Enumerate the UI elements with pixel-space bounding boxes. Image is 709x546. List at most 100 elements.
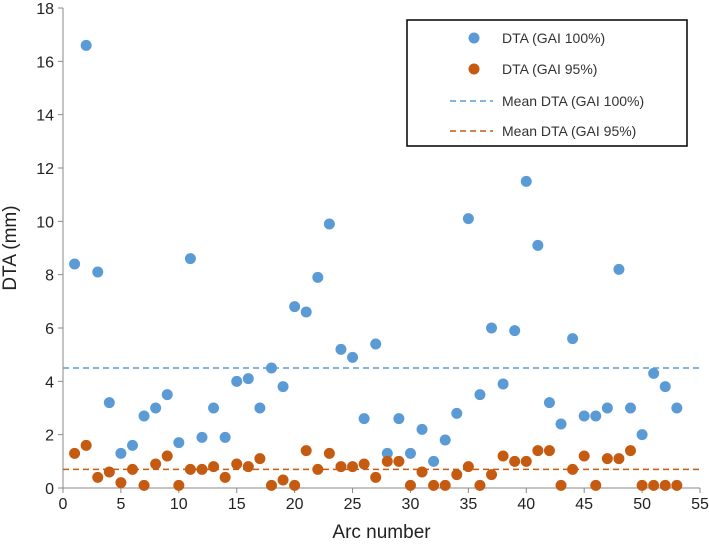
data-point-series-1: [439, 479, 451, 491]
data-point-series-0: [520, 175, 532, 187]
data-point-series-0: [358, 413, 370, 425]
data-point-series-0: [659, 381, 671, 393]
data-point-series-0: [208, 402, 220, 414]
data-point-series-0: [150, 402, 162, 414]
data-point-series-0: [543, 397, 555, 409]
y-tick-label: 4: [45, 374, 54, 391]
data-point-series-0: [462, 213, 474, 225]
data-point-series-0: [370, 338, 382, 350]
data-point-series-0: [404, 447, 416, 459]
data-point-series-1: [242, 461, 254, 473]
y-tick-label: 2: [45, 428, 54, 445]
y-tick-label: 14: [36, 108, 54, 125]
x-axis-title: Arc number: [332, 522, 431, 543]
data-point-series-0: [231, 375, 243, 387]
legend-box: [406, 19, 688, 147]
legend: DTA (GAI 100%) DTA (GAI 95%) Mean DTA (G…: [406, 19, 688, 147]
data-point-series-0: [509, 325, 521, 337]
data-point-series-0: [323, 218, 335, 230]
y-tick-label: 0: [45, 481, 54, 498]
data-point-series-0: [138, 410, 150, 422]
data-point-series-0: [474, 389, 486, 401]
y-tick-label: 12: [36, 161, 54, 178]
data-point-series-1: [659, 479, 671, 491]
data-point-series-1: [578, 450, 590, 462]
data-point-series-1: [289, 479, 301, 491]
x-tick-label: 25: [344, 496, 362, 513]
data-point-series-0: [161, 389, 173, 401]
data-point-series-1: [613, 453, 625, 465]
x-tick-label: 50: [633, 496, 651, 513]
data-point-series-1: [69, 447, 81, 459]
data-point-series-0: [335, 343, 347, 355]
data-point-series-1: [103, 466, 115, 478]
data-point-series-0: [173, 437, 185, 449]
data-point-series-1: [265, 479, 277, 491]
data-point-series-1: [184, 463, 196, 475]
data-point-series-1: [393, 455, 405, 467]
data-point-series-0: [451, 407, 463, 419]
data-point-series-0: [92, 266, 104, 278]
data-point-series-1: [543, 445, 555, 457]
data-point-series-0: [636, 429, 648, 441]
data-point-series-0: [300, 306, 312, 318]
y-axis-ticks: 0 2 4 6 8 10 12 14 16 18: [36, 1, 63, 498]
x-tick-label: 20: [286, 496, 304, 513]
data-point-series-1: [347, 461, 359, 473]
y-tick-label: 18: [36, 1, 54, 18]
data-point-series-0: [103, 397, 115, 409]
data-point-series-1: [625, 445, 637, 457]
data-point-series-1: [254, 453, 266, 465]
data-point-series-0: [671, 402, 683, 414]
data-point-series-1: [497, 450, 509, 462]
data-point-series-1: [208, 461, 220, 473]
data-point-series-0: [613, 263, 625, 275]
data-point-series-1: [80, 439, 92, 451]
data-point-series-0: [265, 362, 277, 374]
y-tick-label: 8: [45, 268, 54, 285]
legend-marker-gai100: [468, 32, 480, 44]
data-point-series-1: [300, 445, 312, 457]
data-point-series-1: [474, 479, 486, 491]
data-point-series-0: [393, 413, 405, 425]
x-tick-label: 0: [59, 496, 68, 513]
data-point-series-1: [219, 471, 231, 483]
data-point-series-0: [277, 381, 289, 393]
data-point-series-1: [370, 471, 382, 483]
data-point-series-0: [428, 455, 440, 467]
data-point-series-1: [231, 458, 243, 470]
data-point-series-1: [601, 453, 613, 465]
data-point-series-1: [416, 466, 428, 478]
data-point-series-1: [358, 458, 370, 470]
data-point-series-0: [590, 410, 602, 422]
data-point-series-1: [404, 479, 416, 491]
data-point-series-1: [451, 469, 463, 481]
data-point-series-0: [486, 322, 498, 334]
data-point-series-0: [497, 378, 509, 390]
data-point-series-0: [532, 239, 544, 251]
data-point-series-0: [347, 351, 359, 363]
data-point-series-1: [150, 458, 162, 470]
x-tick-label: 40: [517, 496, 535, 513]
legend-label-gai100: DTA (GAI 100%): [502, 30, 605, 46]
data-point-series-1: [92, 471, 104, 483]
data-point-series-1: [196, 463, 208, 475]
data-point-series-0: [254, 402, 266, 414]
data-point-series-0: [567, 333, 579, 345]
data-point-series-0: [439, 434, 451, 446]
x-tick-label: 10: [170, 496, 188, 513]
data-point-series-1: [323, 447, 335, 459]
data-point-series-0: [219, 431, 231, 443]
data-point-series-0: [625, 402, 637, 414]
data-point-series-1: [555, 479, 567, 491]
x-tick-label: 45: [575, 496, 593, 513]
data-point-series-1: [428, 479, 440, 491]
data-point-series-1: [648, 479, 660, 491]
y-axis-title: DTA (mm): [0, 205, 21, 290]
mean-lines: [63, 367, 700, 471]
data-point-series-0: [381, 447, 393, 459]
data-point-series-1: [277, 474, 289, 486]
data-point-series-1: [567, 463, 579, 475]
x-tick-label: 5: [116, 496, 125, 513]
